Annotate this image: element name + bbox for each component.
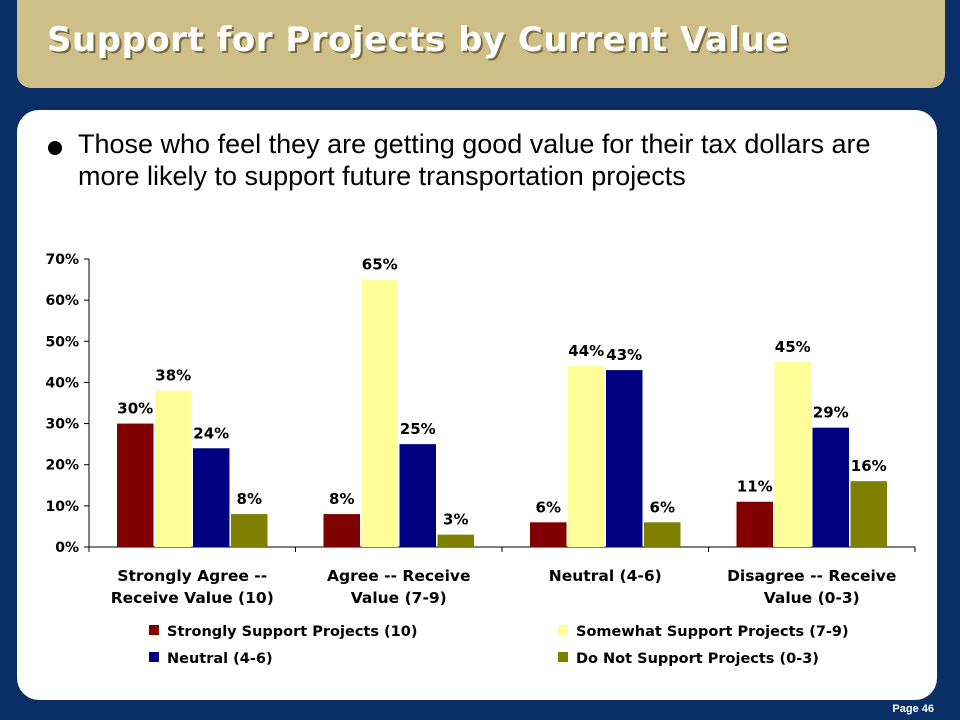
data-label: 8% bbox=[329, 490, 354, 508]
y-tick-label: 40% bbox=[45, 375, 79, 391]
bar bbox=[193, 448, 230, 547]
category-label: Value (0-3) bbox=[764, 589, 860, 607]
bar bbox=[117, 423, 154, 547]
data-label: 16% bbox=[851, 457, 887, 475]
legend-swatch bbox=[149, 652, 159, 662]
category-label: Value (7-9) bbox=[351, 589, 447, 607]
category-label: Neutral (4-6) bbox=[549, 567, 662, 585]
y-tick-label: 30% bbox=[45, 417, 79, 433]
bar bbox=[606, 370, 643, 547]
bar bbox=[231, 514, 268, 547]
data-label: 44% bbox=[568, 342, 604, 360]
bar bbox=[736, 501, 773, 547]
data-label: 30% bbox=[117, 400, 153, 418]
bar bbox=[155, 390, 192, 547]
y-tick-label: 0% bbox=[55, 540, 79, 556]
legend-swatch bbox=[558, 652, 568, 662]
bar bbox=[399, 444, 436, 547]
category-label: Agree -- Receive bbox=[327, 567, 471, 585]
bar bbox=[437, 534, 474, 547]
y-tick-label: 20% bbox=[45, 458, 79, 474]
bar bbox=[850, 481, 887, 547]
legend-label: Neutral (4-6) bbox=[167, 651, 273, 667]
data-label: 8% bbox=[237, 490, 262, 508]
slide-title: Support for Projects by Current Value bbox=[47, 20, 789, 60]
y-tick-label: 70% bbox=[45, 252, 79, 268]
bar bbox=[568, 365, 605, 547]
data-label: 6% bbox=[650, 498, 675, 516]
bar bbox=[361, 279, 398, 547]
data-label: 11% bbox=[737, 478, 773, 496]
legend-label: Do Not Support Projects (0-3) bbox=[576, 651, 819, 667]
data-label: 6% bbox=[536, 498, 561, 516]
y-tick-label: 10% bbox=[45, 499, 79, 515]
data-label: 38% bbox=[155, 367, 191, 385]
bar bbox=[323, 514, 360, 547]
legend-label: Strongly Support Projects (10) bbox=[167, 624, 417, 640]
y-tick-label: 60% bbox=[45, 293, 79, 309]
title-bar: Support for Projects by Current Value bbox=[17, 0, 945, 88]
bar bbox=[812, 427, 849, 547]
data-label: 25% bbox=[400, 420, 436, 438]
data-label: 43% bbox=[606, 346, 642, 364]
data-label: 45% bbox=[775, 338, 811, 356]
legend-label: Somewhat Support Projects (7-9) bbox=[576, 624, 849, 640]
bullet-dot-icon bbox=[48, 141, 62, 155]
data-label: 29% bbox=[813, 404, 849, 422]
y-tick-label: 50% bbox=[45, 334, 79, 350]
category-label: Receive Value (10) bbox=[111, 589, 274, 607]
data-label: 3% bbox=[443, 511, 468, 529]
page-number: Page 46 bbox=[892, 703, 934, 715]
bar bbox=[644, 522, 681, 547]
bullet-text: Those who feel they are getting good val… bbox=[78, 129, 871, 191]
data-label: 65% bbox=[362, 256, 398, 274]
category-label: Strongly Agree -- bbox=[117, 567, 267, 585]
legend-swatch bbox=[558, 625, 568, 635]
legend-swatch bbox=[149, 625, 159, 635]
category-label: Disagree -- Receive bbox=[727, 567, 896, 585]
bar bbox=[530, 522, 567, 547]
bar bbox=[774, 361, 811, 547]
data-label: 24% bbox=[193, 424, 229, 442]
